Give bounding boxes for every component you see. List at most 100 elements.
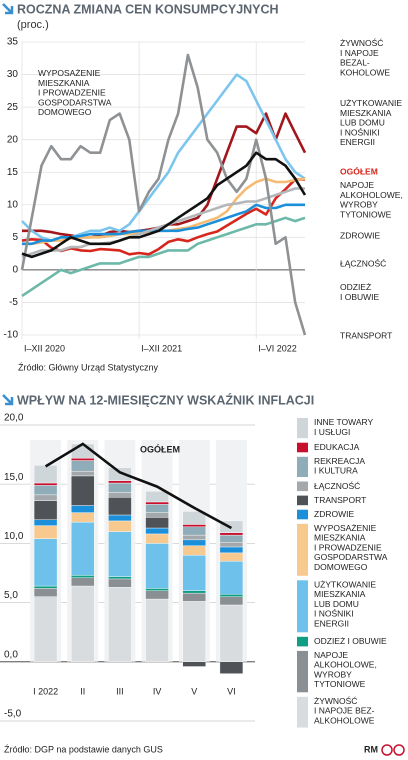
bar-segment [219, 560, 244, 595]
bar-segment [108, 520, 132, 532]
bar-segment [71, 512, 95, 523]
bar-segment [108, 497, 132, 516]
y-tick-label: 30 [7, 69, 19, 80]
legend-label: REKREACJA I KULTURA [314, 456, 365, 476]
legend-label: EDUKACJA [314, 442, 360, 452]
bar-segment [145, 543, 169, 589]
bar-segment [182, 592, 206, 602]
legend-label: UŻYTKOWANIE MIESZKANIA LUB DOMU I NOŚNIKI EN… [314, 580, 376, 629]
bar-segment [182, 511, 206, 525]
bar-segment [71, 470, 95, 477]
bar-segment [219, 532, 244, 536]
bar-segment [219, 534, 244, 543]
y-tick-label: 5 [12, 232, 18, 243]
series-line [22, 112, 307, 239]
bar-segment [145, 590, 169, 600]
series-label: WYPOSAŻENIE MIESZKANIA I PROWADZENIE GOSPOD… [38, 68, 112, 117]
bar-segment [33, 519, 58, 526]
bar-segment [145, 512, 169, 518]
x-tick-label: II [80, 686, 85, 696]
y-tick-label: -5 [9, 297, 18, 308]
legend-label: NAPOJE ALKOHOLOWE, WYROBY TYTONIOWE [314, 650, 377, 689]
bar-segment [33, 500, 58, 520]
legend-swatch [297, 442, 308, 453]
bar-segment [145, 491, 169, 503]
bar-segment [219, 594, 244, 597]
bar-segment [182, 661, 206, 667]
legend-label: INNE TOWARY I USŁUGI [314, 417, 374, 437]
bar-segment [71, 505, 95, 513]
bar-segment [33, 538, 58, 587]
y-tick-label: 10,0 [4, 531, 24, 542]
y-tick-label: 15 [7, 167, 19, 178]
bar-segment [33, 588, 58, 597]
y-tick-label: 20,0 [4, 413, 24, 424]
series-label: ZDROWIE [340, 230, 380, 240]
bar-segment [108, 482, 132, 493]
y-tick-label: 0 [12, 265, 18, 276]
bar-segment [145, 501, 169, 505]
legend-label: WYPOSAŻENIE MIESZKANIA I PROWADZENIE GOSPOD… [314, 523, 388, 572]
bar-segment [33, 482, 58, 486]
legend-label: ŁĄCZNOŚĆ [314, 480, 360, 491]
x-tick-label: I–XII 2021 [141, 343, 182, 353]
series-line [21, 216, 306, 297]
bar-segment [182, 524, 206, 528]
bar-segment [219, 542, 244, 548]
bar-segment [108, 467, 132, 481]
title-icon [2, 394, 14, 406]
total-line [44, 442, 233, 530]
bar-segment [33, 585, 58, 589]
bar-segment [71, 460, 95, 472]
legend-swatch [297, 650, 308, 693]
y-tick-label: 15,0 [4, 472, 24, 483]
logo [393, 744, 405, 756]
chart-title: WPŁYW NA 12-MIESIĘCZNY WSKAŹNIK INFLACJI [17, 392, 314, 407]
logo [381, 744, 393, 756]
x-tick-label: I–XII 2020 [24, 343, 65, 353]
bar-segment [108, 480, 132, 484]
source: Źródło: DGP na podstawie danych GUS [4, 744, 163, 754]
legend-swatch [297, 418, 308, 439]
bar-segment [219, 596, 244, 606]
bar-segment [145, 588, 169, 591]
series-label: OGÓŁEM [340, 165, 378, 176]
series-label: UŻYTKOWANIE MIESZKANIA LUB DOMU I NOŚNIKI EN… [340, 98, 402, 147]
bar-segment [145, 527, 169, 535]
series-label: ODZIEŻ I OBUWIE [340, 282, 380, 302]
y-tick-label: 5,0 [4, 590, 18, 601]
x-tick-label: IV [153, 686, 162, 696]
bar-segment [108, 578, 132, 588]
y-tick-label: 0,0 [4, 649, 18, 660]
y-tick-label: 25 [7, 102, 19, 113]
bar-segment [71, 475, 95, 506]
series-line [21, 187, 305, 259]
bar-segment [71, 585, 95, 662]
legend-swatch [297, 523, 308, 576]
bar-segment [71, 521, 95, 576]
bar-segment [219, 546, 244, 554]
bar-segment [182, 526, 206, 536]
bar-segment [33, 596, 58, 662]
bar-segment [71, 577, 95, 587]
x-tick-label: I–VI 2022 [258, 343, 297, 353]
bar-segment [108, 531, 132, 577]
bar-segment [71, 457, 95, 461]
legend-swatch [297, 481, 308, 492]
bar-segment [145, 598, 169, 662]
legend-swatch [297, 580, 308, 633]
bar-segment [108, 492, 132, 498]
y-tick-label: 10 [7, 199, 19, 210]
y-tick-label: -10 [4, 330, 19, 341]
series-label: ŁĄCZNOŚĆ [340, 257, 386, 268]
bar-segment [145, 533, 169, 544]
bar-segment [33, 494, 58, 501]
legend-swatch [297, 456, 308, 477]
bar-segment [182, 534, 206, 541]
bar-segment [182, 539, 206, 546]
chart-title: ROCZNA ZMIANA CEN KONSUMPCYJNYCH [17, 2, 279, 16]
bar-segment [71, 575, 95, 578]
bar-segment [182, 555, 206, 591]
legend-swatch [297, 696, 308, 728]
